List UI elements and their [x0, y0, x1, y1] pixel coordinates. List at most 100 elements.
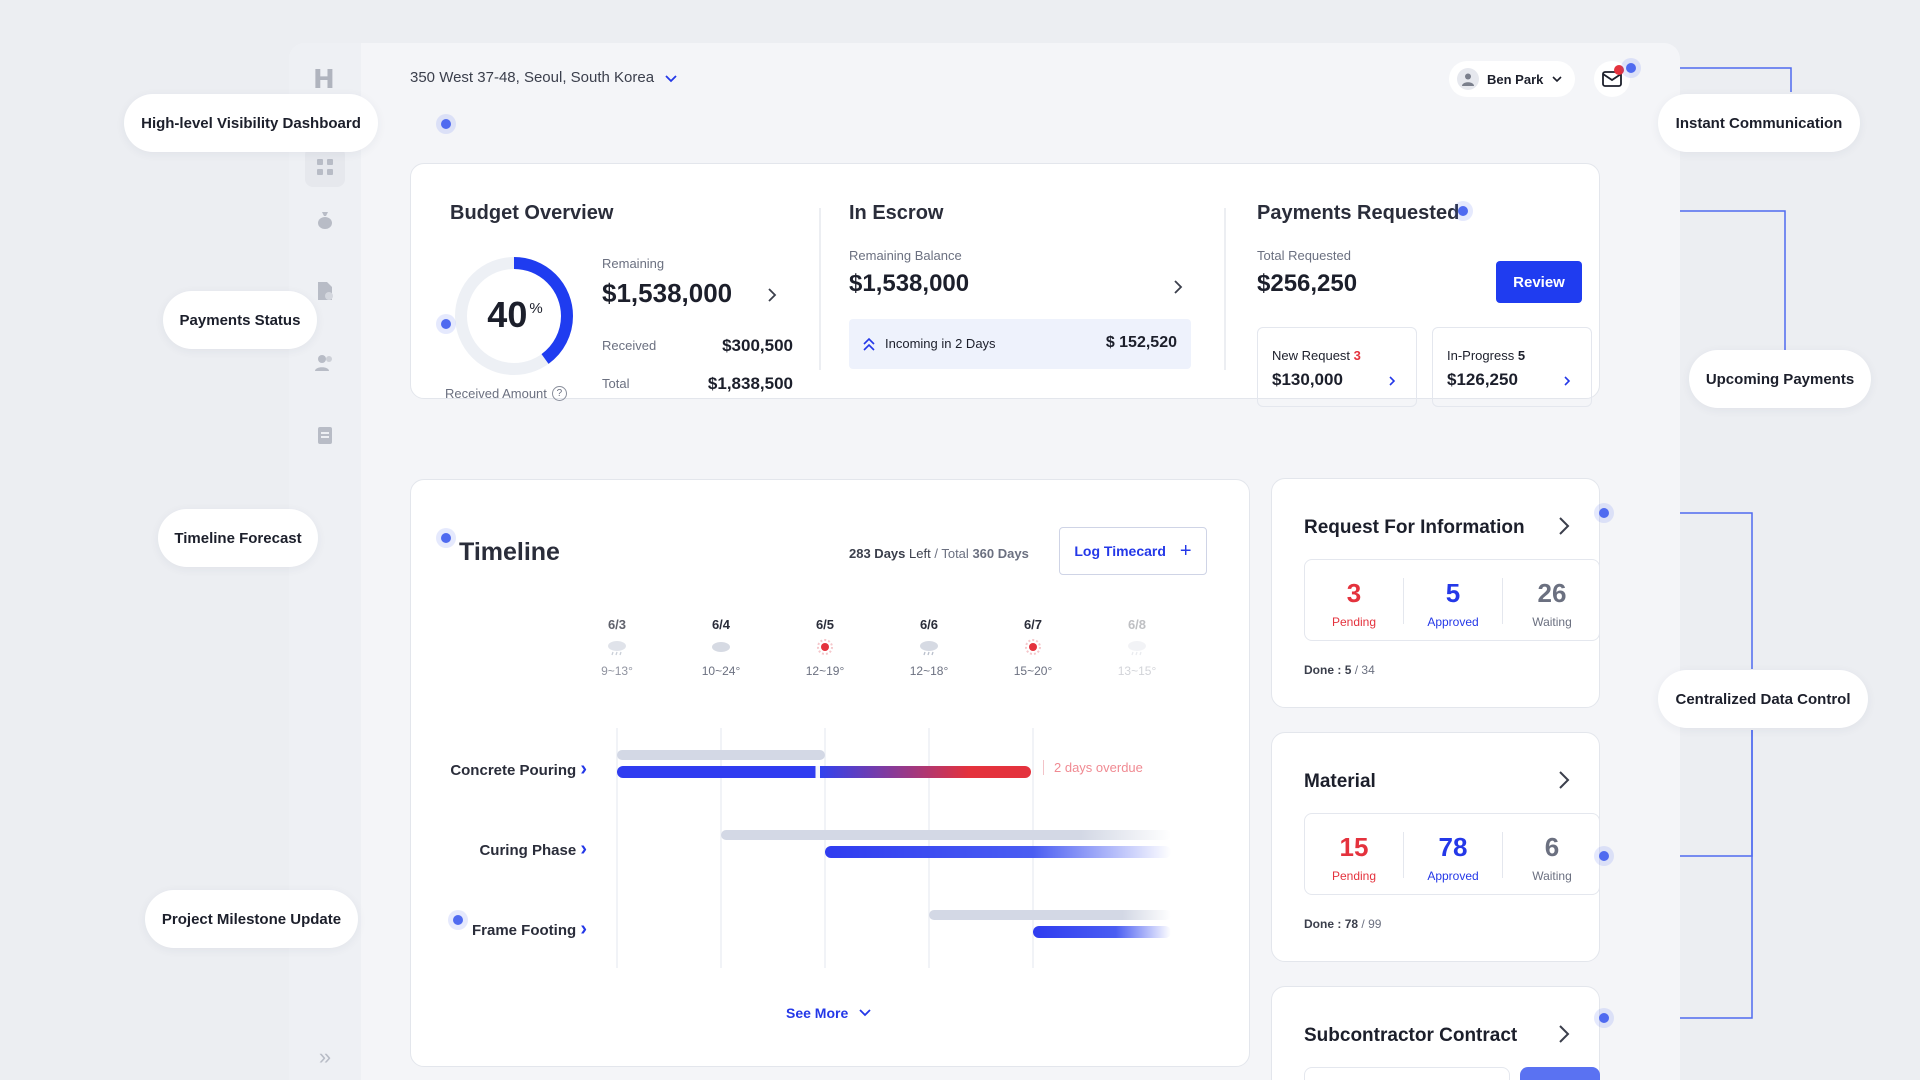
weather-day: 6/3 9~13° [577, 617, 657, 678]
incoming-value: $ 152,520 [1105, 334, 1177, 351]
callout-upcoming: Upcoming Payments [1689, 350, 1871, 408]
chevron-right-icon: › [580, 838, 587, 860]
day-date: 6/3 [607, 617, 627, 632]
material-approved-count: 78 [1438, 832, 1468, 862]
actual-bar[interactable] [617, 766, 1031, 778]
subcontractor-action-button[interactable] [1520, 1067, 1600, 1080]
material-approved[interactable]: 78 Approved [1404, 814, 1502, 894]
rfi-done: Done : 5 / 34 [1304, 663, 1375, 677]
chevron-right-icon[interactable] [765, 286, 779, 304]
callout-communication: Instant Communication [1658, 94, 1860, 152]
overdue-label: 2 days overdue [1043, 760, 1143, 775]
log-timecard-label: Log Timecard [1074, 543, 1166, 559]
callout-dot [453, 915, 463, 925]
task-name: Concrete Pouring [450, 762, 581, 779]
budget-ring [455, 257, 573, 375]
percent-sign: % [529, 300, 543, 317]
budget-title: Budget Overview [450, 202, 614, 224]
balance-label: Remaining Balance [849, 248, 962, 263]
material-waiting[interactable]: 6 Waiting [1503, 814, 1601, 894]
material-pending[interactable]: 15 Pending [1305, 814, 1403, 894]
chevron-right-icon[interactable] [1171, 278, 1185, 296]
rfi-waiting[interactable]: 26 Waiting [1503, 560, 1601, 640]
days-summary: 283 Days Left / Total 360 Days [849, 546, 1029, 561]
cloud-rain-icon [1097, 638, 1177, 662]
new-request-card[interactable]: New Request 3 $130,000 [1257, 327, 1417, 407]
chevron-down-icon [665, 74, 677, 82]
rfi-pending[interactable]: 3 Pending [1305, 560, 1403, 640]
address-selector[interactable]: 350 West 37-48, Seoul, South Korea [410, 69, 678, 86]
log-timecard-button[interactable]: Log Timecard + [1059, 527, 1207, 575]
rfi-card: Request For Information 3 Pending 5 Approv… [1271, 478, 1600, 708]
total-value: $1,838,500 [707, 374, 793, 393]
left-word: Left [909, 546, 931, 561]
callout-dot [441, 119, 451, 129]
remaining-label: Remaining [602, 256, 665, 271]
see-more-label: See More [786, 1005, 849, 1021]
plus-icon: + [1179, 539, 1192, 562]
overview-card: Budget Overview 40% Received Amount ? Re… [410, 163, 1600, 407]
new-request-label: New Request [1272, 348, 1351, 363]
rfi-pending-count: 3 [1346, 578, 1362, 608]
separator: / [934, 546, 938, 561]
callout-dot [1599, 508, 1609, 518]
notification-badge [1614, 65, 1624, 75]
users-icon[interactable] [313, 351, 337, 375]
task-name: Frame Footing [471, 922, 581, 939]
task-label[interactable]: Curing Phase › [387, 838, 587, 861]
chevron-right-icon[interactable] [1556, 515, 1572, 537]
actual-bar[interactable] [1033, 926, 1171, 938]
total-label: Total [602, 376, 630, 391]
task-label[interactable]: Concrete Pouring › [387, 758, 587, 781]
review-button[interactable]: Review [1496, 261, 1582, 303]
rfi-title: Request For Information [1304, 517, 1525, 538]
actual-bar[interactable] [825, 846, 1171, 858]
messages-button[interactable] [1594, 61, 1630, 97]
callout-dot [1626, 63, 1636, 73]
material-card: Material 15 Pending 78 Approved 6 Waiting D… [1271, 732, 1600, 962]
total-requested-label: Total Requested [1257, 248, 1351, 263]
user-name: Ben Park [1487, 71, 1544, 87]
mail-icon [1602, 71, 1622, 87]
balance-value: $1,538,000 [849, 270, 970, 297]
see-more-button[interactable]: See More [786, 1005, 872, 1021]
gridline [720, 728, 722, 968]
document-money-icon[interactable] [313, 279, 337, 303]
day-temp: 13~15° [1117, 664, 1157, 678]
chevron-right-icon [1564, 376, 1571, 386]
day-temp: 10~24° [701, 664, 741, 678]
callout-dot [1599, 1013, 1609, 1023]
rfi-done-label: Done : [1304, 663, 1342, 677]
received-amount-label: Received Amount ? [445, 386, 567, 401]
percent-value: 40 [487, 294, 528, 335]
help-icon[interactable]: ? [551, 386, 567, 401]
in-progress-label: In-Progress [1447, 348, 1515, 363]
day-date: 6/7 [1023, 617, 1043, 632]
expand-sidebar-icon[interactable]: » [318, 1044, 332, 1069]
task-label[interactable]: Frame Footing › [387, 918, 587, 941]
in-progress-card[interactable]: In-Progress 5 $126,250 [1432, 327, 1592, 407]
material-done: Done : 78 / 99 [1304, 917, 1382, 931]
day-temp: 9~13° [601, 664, 633, 678]
remaining-value: $1,538,000 [602, 278, 733, 308]
callout-visibility: High-level Visibility Dashboard [124, 94, 378, 152]
timeline-card: Timeline 283 Days Left / Total 360 Days … [410, 479, 1250, 1067]
rfi-approved[interactable]: 5 Approved [1404, 560, 1502, 640]
callout-payments-status: Payments Status [163, 291, 317, 349]
callout-dot [441, 319, 451, 329]
planned-bar [929, 910, 1171, 920]
planned-bar [721, 830, 1171, 840]
day-temp: 15~20° [1013, 664, 1053, 678]
dashboard-icon[interactable] [305, 147, 345, 187]
chevron-right-icon[interactable] [1556, 769, 1572, 791]
chevron-right-icon[interactable] [1556, 1023, 1572, 1045]
clipboard-icon[interactable] [313, 423, 337, 447]
incoming-panel[interactable]: Incoming in 2 Days $ 152,520 [849, 319, 1191, 369]
user-menu[interactable]: Ben Park [1449, 61, 1575, 97]
sun-icon [993, 638, 1073, 662]
double-chevron-up-icon [863, 337, 875, 351]
day-date: 6/8 [1127, 617, 1147, 632]
money-bag-icon[interactable] [313, 208, 337, 232]
incoming-label: Incoming in 2 Days [885, 336, 996, 351]
day-date: 6/4 [711, 617, 731, 632]
